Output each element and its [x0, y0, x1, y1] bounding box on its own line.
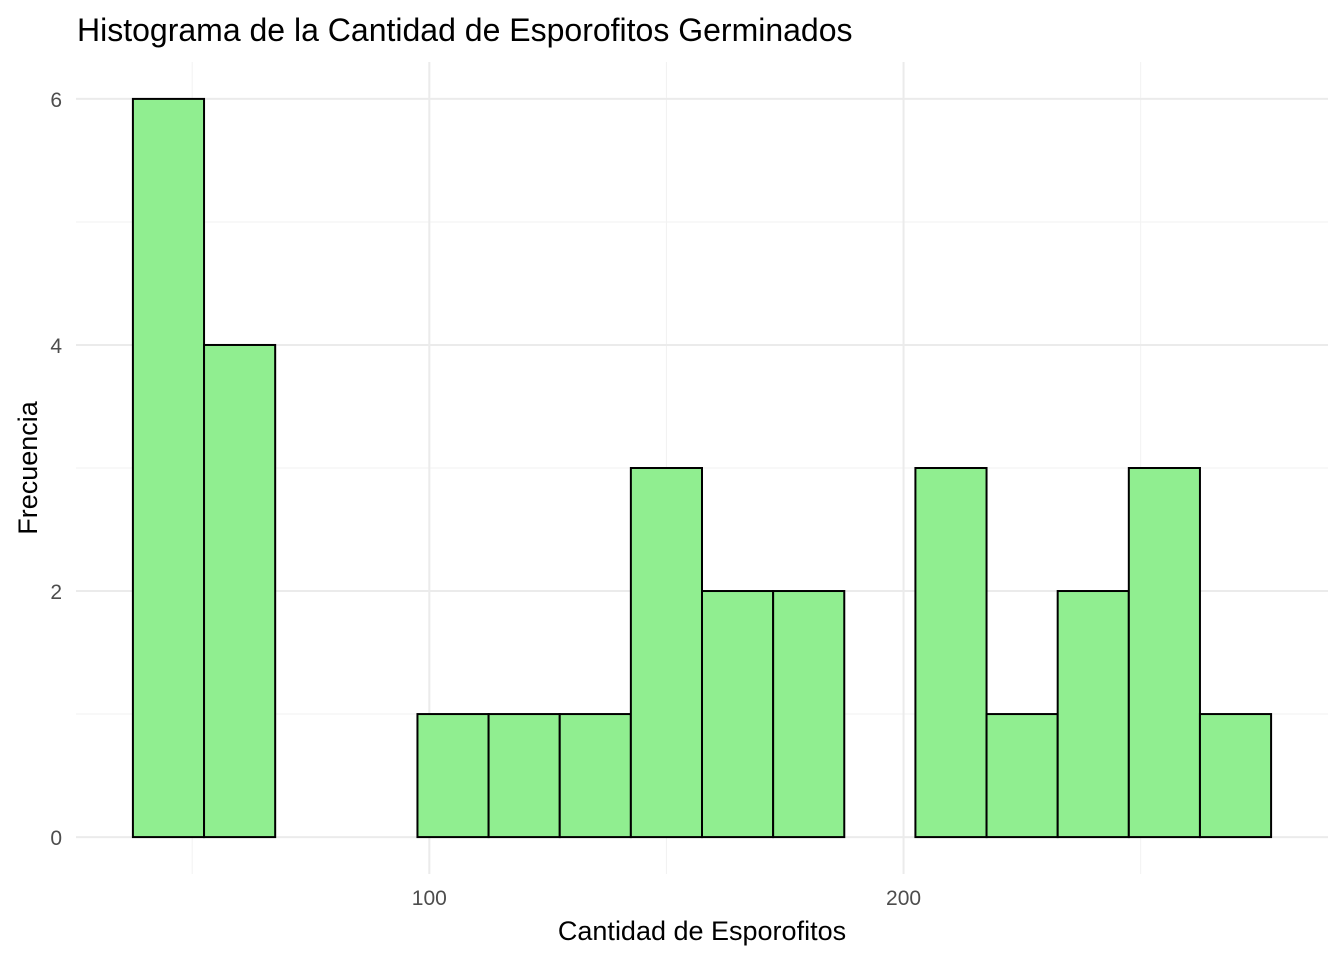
y-tick-label: 6 — [50, 89, 62, 112]
x-axis-label: Cantidad de Esporofitos — [558, 916, 846, 946]
histogram-bar — [701, 590, 775, 839]
histogram-bar — [629, 467, 704, 839]
histogram-bar — [1056, 590, 1130, 839]
y-axis-label: Frecuencia — [13, 400, 43, 535]
histogram-bar — [985, 713, 1059, 839]
histogram-bar — [914, 467, 988, 839]
y-tick-label: 4 — [50, 335, 62, 358]
histogram-bar — [1198, 713, 1273, 839]
histogram-bar — [772, 590, 846, 839]
histogram-bar — [416, 713, 490, 839]
histogram-bar — [203, 343, 277, 839]
y-tick-label: 0 — [50, 827, 62, 850]
bars — [131, 97, 1273, 839]
x-axis-ticks: 100 200 — [412, 887, 921, 910]
histogram-bar — [131, 97, 206, 839]
histogram-bar — [487, 713, 561, 839]
histogram-bar — [558, 713, 632, 839]
chart-title: Histograma de la Cantidad de Esporofitos… — [77, 12, 853, 48]
y-tick-label: 2 — [50, 581, 62, 604]
histogram-bar — [1127, 467, 1201, 839]
x-tick-label: 100 — [412, 887, 447, 910]
x-tick-label: 200 — [886, 887, 921, 910]
y-axis-ticks: 0 2 4 6 — [50, 89, 62, 850]
